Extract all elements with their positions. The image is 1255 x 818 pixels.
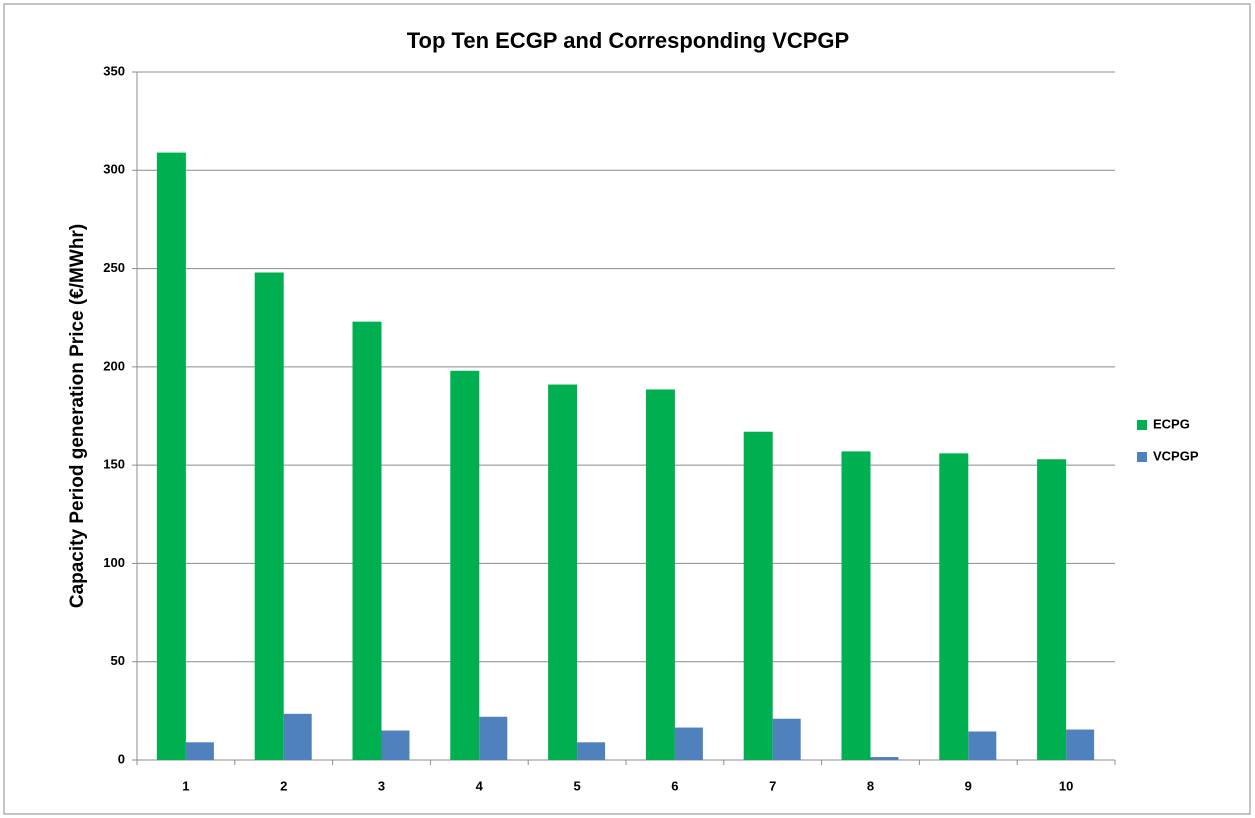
bar	[577, 742, 606, 760]
x-tick-label: 5	[573, 778, 580, 793]
legend-label: VCPGP	[1153, 448, 1199, 463]
y-tick-label: 350	[103, 63, 125, 78]
x-tick-label: 8	[867, 778, 874, 793]
y-tick-label: 150	[103, 457, 125, 472]
bar	[1066, 729, 1095, 760]
bar	[548, 384, 578, 760]
x-tick-label: 6	[671, 778, 678, 793]
bar	[156, 152, 186, 760]
y-axis-label: Capacity Period generation Price (€/MWhr…	[67, 224, 88, 608]
bar	[381, 730, 410, 760]
y-tick-label: 0	[118, 751, 125, 766]
bar	[870, 757, 899, 760]
y-tick-label: 100	[103, 555, 125, 570]
x-tick-label: 9	[965, 778, 972, 793]
bar	[645, 389, 675, 760]
bar	[968, 731, 997, 760]
bar	[743, 431, 773, 760]
y-tick-label: 250	[103, 260, 125, 275]
legend-swatch	[1137, 420, 1147, 430]
x-tick-label: 4	[476, 778, 484, 793]
x-tick-label: 1	[182, 778, 189, 793]
bar	[674, 727, 703, 760]
bar	[185, 742, 214, 760]
bar	[841, 451, 871, 760]
x-tick-label: 10	[1059, 778, 1073, 793]
chart-title: Top Ten ECGP and Corresponding VCPGP	[407, 28, 849, 53]
bar	[772, 718, 801, 760]
bar	[352, 321, 382, 760]
bar	[939, 453, 969, 760]
legend-label: ECPG	[1153, 416, 1190, 431]
bar	[450, 370, 480, 760]
bar	[254, 272, 284, 760]
y-tick-label: 50	[111, 653, 125, 668]
bar	[479, 716, 508, 760]
bar	[283, 713, 312, 760]
y-tick-label: 300	[103, 162, 125, 177]
bar	[1037, 459, 1067, 760]
y-tick-label: 200	[103, 358, 125, 373]
x-tick-label: 2	[280, 778, 287, 793]
legend-swatch	[1137, 452, 1147, 462]
chart-border	[3, 3, 1251, 815]
x-tick-label: 7	[769, 778, 776, 793]
x-tick-label: 3	[378, 778, 385, 793]
